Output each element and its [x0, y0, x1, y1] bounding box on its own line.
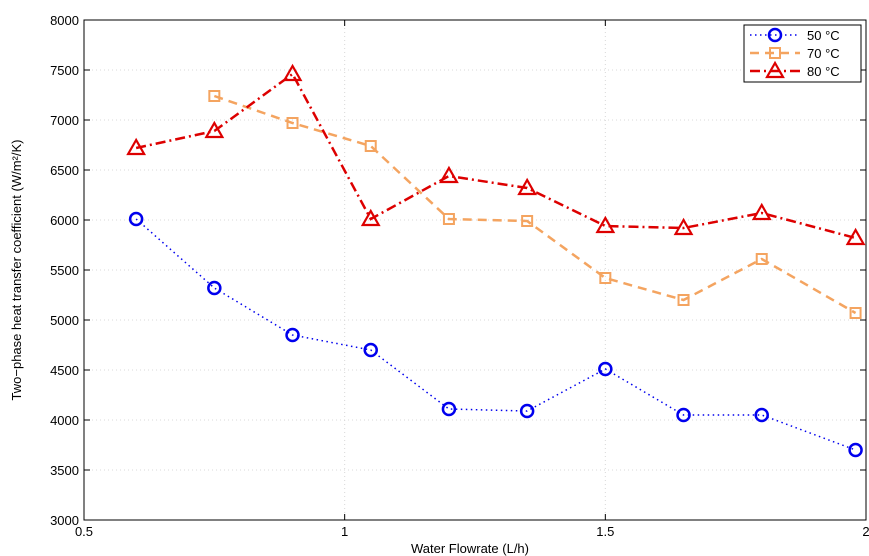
y-tick-label: 5000 — [50, 313, 79, 328]
data-point — [441, 401, 457, 417]
data-point — [126, 137, 147, 156]
x-tick-label: 1.5 — [596, 524, 614, 539]
data-point — [204, 120, 225, 139]
plot-area — [84, 20, 866, 520]
legend-marker — [765, 60, 785, 79]
data-point — [849, 307, 862, 319]
data-point — [363, 342, 378, 358]
series-line — [135, 72, 856, 240]
data-point — [282, 63, 303, 82]
legend-label: 80 °C — [807, 64, 840, 79]
data-point — [442, 213, 455, 225]
data-point — [128, 211, 144, 227]
data-point — [207, 280, 222, 296]
legend-label: 70 °C — [807, 46, 840, 61]
y-tick-label: 6000 — [50, 213, 79, 228]
data-point — [848, 442, 863, 458]
data-point — [519, 403, 535, 419]
series-line — [213, 94, 857, 315]
x-tick-label: 0.5 — [75, 524, 93, 539]
series-1 — [128, 211, 863, 458]
data-point — [676, 407, 691, 423]
data-point — [286, 117, 299, 129]
data-point — [598, 361, 613, 377]
y-tick-label: 5500 — [50, 263, 79, 278]
y-tick-label: 3500 — [50, 463, 79, 478]
legend-label: 50 °C — [807, 28, 840, 43]
y-axis-label: Two−phase heat transfer coefficient (W/m… — [9, 140, 24, 401]
y-tick-label: 3000 — [50, 513, 79, 528]
data-point — [751, 202, 772, 221]
legend-box — [743, 24, 862, 83]
y-tick-label: 7000 — [50, 113, 79, 128]
data-point — [595, 215, 616, 234]
data-point — [755, 253, 768, 265]
series-2 — [208, 90, 862, 319]
data-point — [673, 217, 694, 236]
x-axis-label: Water Flowrate (L/h) — [411, 541, 529, 556]
ticks: 3000 3500 4000 4500 5000 5500 6000 6500 7000 7500… — [50, 13, 869, 539]
data-point — [521, 215, 534, 227]
data-point — [517, 177, 538, 196]
data-point — [599, 272, 612, 284]
legend-item: 70 °C — [750, 46, 840, 61]
y-tick-label: 6500 — [50, 163, 79, 178]
y-tick-label: 4500 — [50, 363, 79, 378]
data-point — [845, 227, 866, 246]
x-tick-label: 1 — [341, 524, 348, 539]
data-point — [677, 294, 690, 306]
y-tick-label: 7500 — [50, 63, 79, 78]
legend: 50 °C 70 °C 80 °C — [743, 24, 862, 83]
series-3 — [126, 63, 866, 246]
grid — [84, 20, 866, 520]
legend-item: 50 °C — [750, 27, 840, 43]
legend-marker — [769, 47, 781, 59]
legend-items: 50 °C 70 °C 80 °C — [750, 27, 840, 79]
series-group — [126, 63, 866, 458]
x-tick-label: 2 — [862, 524, 869, 539]
y-tick-label: 4000 — [50, 413, 79, 428]
data-point — [208, 90, 221, 102]
data-point — [754, 407, 769, 423]
data-point — [439, 165, 459, 184]
legend-marker — [767, 27, 783, 43]
y-tick-label: 8000 — [50, 13, 79, 28]
data-point — [285, 327, 300, 343]
legend-item: 80 °C — [750, 60, 840, 79]
data-point — [364, 140, 377, 152]
data-point — [360, 208, 381, 227]
